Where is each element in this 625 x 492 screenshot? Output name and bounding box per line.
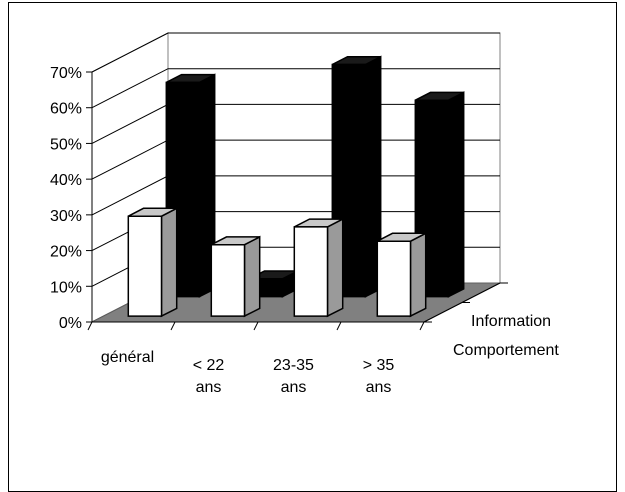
x-tick [87,321,93,331]
bar-front [376,240,412,317]
series-label-comportement: Comportement [453,342,559,359]
axes [86,71,508,331]
y-tick-label: 60% [50,101,82,118]
bar-comportement-2 [293,217,344,318]
bar-side [160,207,178,318]
x-tick [336,321,342,331]
gridline [91,32,500,73]
gridline [91,68,500,109]
series-labels: Information Comportement [453,313,559,359]
x-category-label: général [101,349,154,366]
x-category-label: > 35 ans [363,357,395,396]
series-front-bars [127,207,427,318]
bar-side [326,217,344,318]
x-tick [170,321,176,331]
bar-comportement-3 [376,232,427,318]
bar-side [447,91,465,298]
bar-side [243,235,261,318]
bar-side [409,232,427,318]
y-tick-label: 70% [50,65,82,82]
y-tick-label: 30% [50,208,82,225]
bar-front [127,215,163,317]
y-tick-label: 10% [50,279,82,296]
x-category-label: < 22 ans [193,357,225,396]
bar-front [293,226,329,317]
x-axis-category-labels: général < 22 ans 23-35 ans > 35 ans [101,349,395,396]
series-back-bars [165,55,465,298]
x-tick [253,321,259,331]
y-tick-label: 40% [50,172,82,189]
y-tick-label: 0% [59,315,82,332]
series-label-information: Information [471,313,551,330]
bar-comportement-1 [210,235,261,318]
bar-front [210,243,246,317]
y-tick-label: 20% [50,244,82,261]
x-category-label: 23-35 ans [273,357,314,396]
bar-comportement-0 [127,207,178,318]
y-tick-label: 50% [50,136,82,153]
x-tick [419,321,425,331]
bar-chart-3d: 0% 10% 20% 30% 40% 50% 60% 70% général < 22 ans 23… [50,32,559,396]
y-axis-tick-labels: 0% 10% 20% 30% 40% 50% 60% 70% [50,65,82,332]
